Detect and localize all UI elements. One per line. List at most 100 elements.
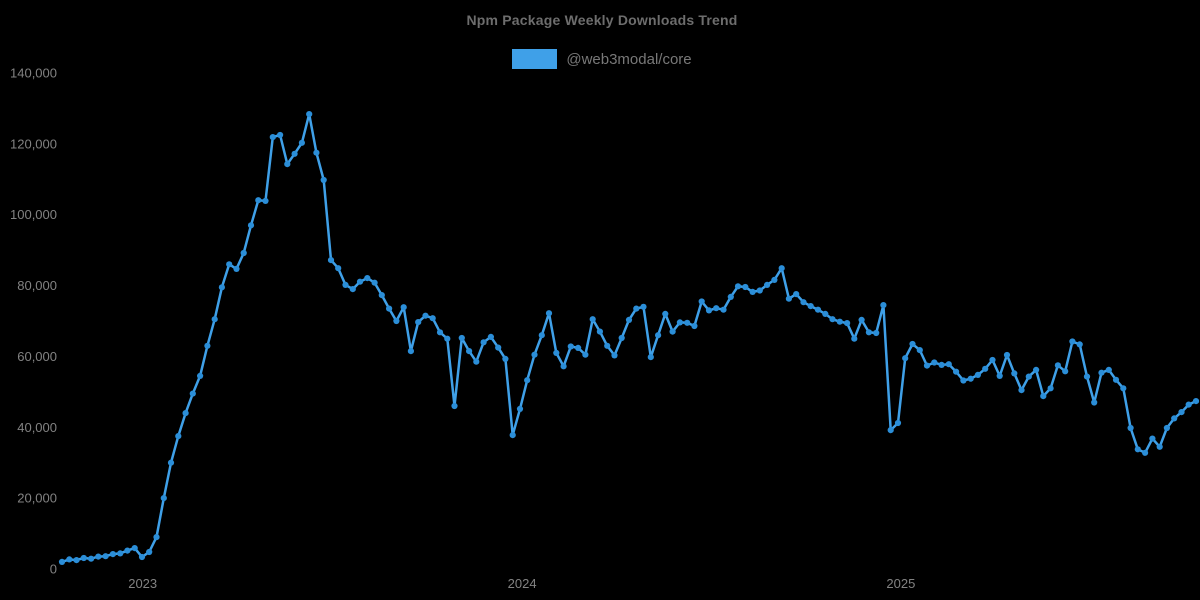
data-point-marker[interactable] — [1192, 398, 1200, 405]
data-point-marker[interactable] — [153, 534, 160, 541]
data-point-marker[interactable] — [364, 275, 371, 282]
data-point-marker[interactable] — [611, 352, 618, 359]
data-point-marker[interactable] — [764, 281, 771, 288]
data-point-marker[interactable] — [458, 334, 465, 342]
data-point-marker[interactable] — [1149, 435, 1156, 442]
data-point-marker[interactable] — [509, 432, 516, 439]
data-point-marker[interactable] — [218, 284, 225, 291]
data-point-marker[interactable] — [865, 329, 873, 336]
data-point-marker[interactable] — [633, 305, 640, 312]
data-point-marker[interactable] — [109, 551, 116, 558]
data-point-marker[interactable] — [1127, 424, 1134, 432]
data-point-marker[interactable] — [1054, 362, 1061, 369]
data-point-marker[interactable] — [713, 305, 720, 312]
data-point-marker[interactable] — [1033, 366, 1040, 373]
data-point-marker[interactable] — [676, 319, 684, 326]
data-point-marker[interactable] — [945, 361, 952, 368]
data-point-marker[interactable] — [284, 161, 291, 168]
data-point-marker[interactable] — [553, 349, 560, 356]
data-point-marker[interactable] — [1040, 393, 1047, 400]
data-point-marker[interactable] — [691, 322, 698, 330]
data-point-marker[interactable] — [160, 495, 167, 502]
data-point-marker[interactable] — [989, 356, 996, 364]
data-point-marker[interactable] — [182, 410, 189, 417]
data-point-marker[interactable] — [1098, 369, 1105, 376]
data-point-marker[interactable] — [647, 354, 654, 361]
data-point-marker[interactable] — [938, 361, 945, 368]
data-point-marker[interactable] — [1069, 338, 1076, 345]
data-point-marker[interactable] — [705, 307, 713, 314]
data-point-marker[interactable] — [909, 340, 916, 348]
data-point-marker[interactable] — [640, 303, 647, 310]
data-point-marker[interactable] — [444, 335, 451, 342]
data-point-marker[interactable] — [844, 320, 851, 327]
legend-item[interactable]: @web3modal/core — [0, 48, 1200, 70]
data-point-marker[interactable] — [487, 333, 494, 340]
data-point-marker[interactable] — [618, 334, 625, 342]
data-point-marker[interactable] — [531, 351, 538, 358]
data-point-marker[interactable] — [255, 197, 262, 204]
data-point-marker[interactable] — [407, 348, 414, 355]
data-point-marker[interactable] — [247, 222, 255, 229]
data-point-marker[interactable] — [356, 278, 364, 285]
data-point-marker[interactable] — [582, 351, 589, 358]
data-point-marker[interactable] — [335, 265, 342, 272]
data-point-marker[interactable] — [88, 555, 95, 562]
data-point-marker[interactable] — [589, 316, 596, 323]
data-point-marker[interactable] — [211, 316, 218, 323]
data-point-marker[interactable] — [298, 139, 305, 146]
data-point-marker[interactable] — [822, 310, 829, 317]
data-point-marker[interactable] — [756, 287, 763, 294]
data-point-marker[interactable] — [720, 306, 727, 313]
data-point-marker[interactable] — [349, 286, 356, 293]
data-point-marker[interactable] — [1062, 368, 1069, 375]
data-point-marker[interactable] — [814, 306, 822, 313]
data-point-marker[interactable] — [538, 332, 545, 339]
data-point-marker[interactable] — [429, 315, 436, 322]
data-point-marker[interactable] — [996, 372, 1003, 379]
data-point-marker[interactable] — [73, 557, 80, 564]
data-point-marker[interactable] — [342, 281, 349, 288]
data-point-marker[interactable] — [117, 550, 124, 557]
data-point-marker[interactable] — [1018, 387, 1025, 394]
data-point-marker[interactable] — [1003, 351, 1011, 359]
data-point-marker[interactable] — [1178, 409, 1185, 416]
data-point-marker[interactable] — [378, 292, 385, 299]
data-point-marker[interactable] — [902, 355, 909, 362]
data-point-marker[interactable] — [749, 288, 756, 295]
data-point-marker[interactable] — [436, 329, 444, 336]
data-point-marker[interactable] — [400, 304, 407, 311]
data-point-marker[interactable] — [524, 377, 531, 384]
data-point-marker[interactable] — [291, 150, 298, 157]
data-point-marker[interactable] — [502, 355, 509, 362]
data-point-marker[interactable] — [851, 335, 858, 342]
data-point-marker[interactable] — [967, 375, 974, 382]
data-point-marker[interactable] — [1142, 449, 1149, 456]
data-point-marker[interactable] — [698, 298, 705, 305]
data-point-marker[interactable] — [262, 197, 269, 204]
data-point-marker[interactable] — [415, 319, 422, 326]
data-point-marker[interactable] — [604, 342, 611, 349]
data-point-marker[interactable] — [138, 553, 146, 561]
data-point-marker[interactable] — [596, 328, 604, 335]
data-point-marker[interactable] — [124, 547, 131, 554]
data-point-marker[interactable] — [727, 293, 734, 300]
data-point-marker[interactable] — [655, 332, 662, 339]
data-point-marker[interactable] — [233, 265, 240, 272]
data-point-marker[interactable] — [829, 316, 836, 323]
data-point-marker[interactable] — [327, 257, 335, 264]
data-point-marker[interactable] — [1025, 373, 1032, 380]
data-point-marker[interactable] — [1091, 399, 1098, 406]
data-point-marker[interactable] — [393, 317, 400, 325]
data-point-marker[interactable] — [785, 295, 793, 302]
data-point-marker[interactable] — [371, 279, 378, 286]
data-point-marker[interactable] — [269, 134, 276, 141]
data-point-marker[interactable] — [778, 265, 785, 272]
data-point-marker[interactable] — [197, 372, 204, 379]
data-point-marker[interactable] — [473, 358, 480, 365]
data-point-marker[interactable] — [1047, 385, 1054, 392]
data-point-marker[interactable] — [742, 283, 749, 291]
data-point-marker[interactable] — [320, 176, 327, 184]
data-point-marker[interactable] — [204, 342, 211, 349]
data-point-marker[interactable] — [95, 553, 102, 560]
